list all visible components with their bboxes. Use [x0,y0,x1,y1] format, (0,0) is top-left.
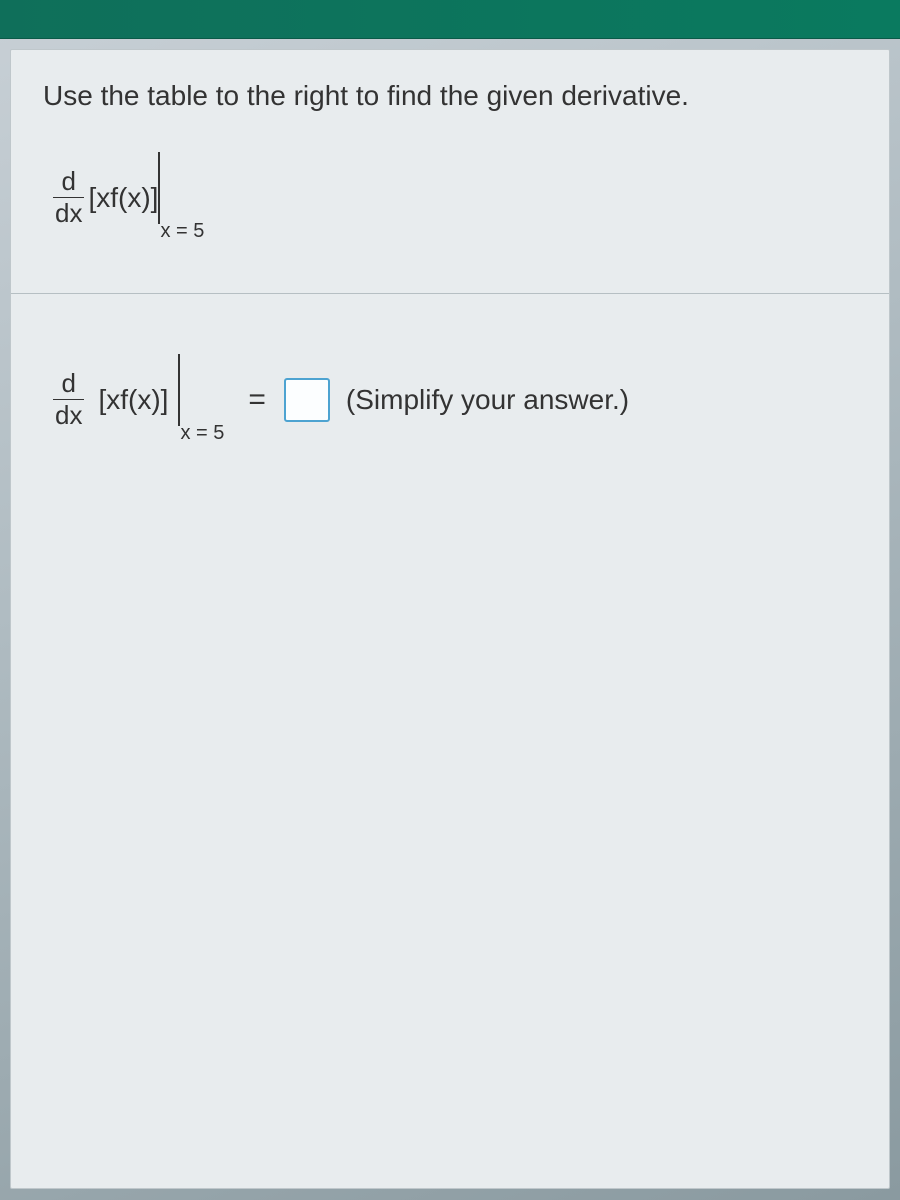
equals-sign: = [248,383,266,417]
answer-expression-row: d dx [xf(x)] x = 5 = (Simplify your answ… [53,354,857,445]
answer-evaluation-bar [178,354,224,426]
bracket-expression: [xf(x)] [88,184,158,212]
fraction-numerator: d [60,168,78,195]
fraction-denominator: dx [53,200,84,227]
evaluation-subscript: x = 5 [160,220,204,243]
simplify-hint: (Simplify your answer.) [346,384,629,416]
section-divider [11,293,889,294]
given-expression: d dx [xf(x)] x = 5 [53,152,857,243]
answer-bracket-expression: [xf(x)] [98,386,168,414]
question-panel: Use the table to the right to find the g… [10,49,890,1189]
answer-evaluation-subscript: x = 5 [180,422,224,445]
answer-evaluation-bar-wrap: x = 5 [178,354,224,445]
answer-fraction-numerator: d [60,370,78,397]
evaluation-bar [158,152,204,224]
app-header-band [0,0,900,39]
answer-input[interactable] [284,378,330,422]
answer-fraction-denominator: dx [53,402,84,429]
instruction-text: Use the table to the right to find the g… [43,80,857,112]
derivative-fraction: d dx [53,168,84,228]
answer-derivative-fraction: d dx [53,370,84,430]
evaluation-bar-wrap: x = 5 [158,152,204,243]
